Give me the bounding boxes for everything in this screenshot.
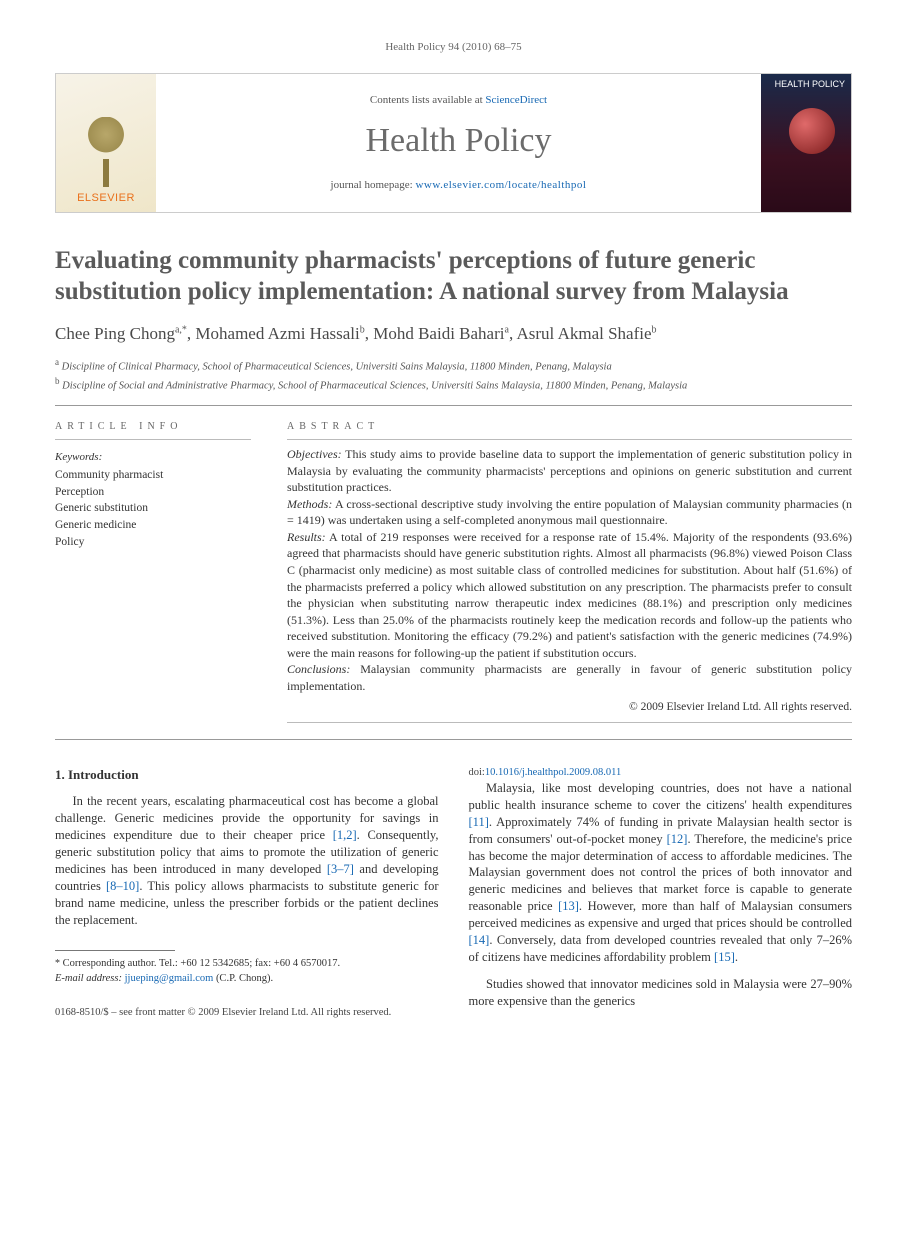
body-paragraph: Studies showed that innovator medicines … xyxy=(469,976,853,1010)
citation-link[interactable]: [13] xyxy=(558,899,579,913)
abstract-objectives-lead: Objectives: xyxy=(287,447,342,461)
masthead-center: Contents lists available at ScienceDirec… xyxy=(156,74,761,212)
keywords-label: Keywords: xyxy=(55,450,251,465)
abstract-column: ABSTRACT Objectives: This study aims to … xyxy=(287,420,852,729)
body-paragraph: Malaysia, like most developing countries… xyxy=(469,780,853,966)
doi-prefix: doi: xyxy=(469,767,485,778)
author-email-link[interactable]: jjueping@gmail.com xyxy=(125,973,214,984)
citation-link[interactable]: [14] xyxy=(469,933,490,947)
article-title: Evaluating community pharmacists' percep… xyxy=(55,245,852,308)
journal-homepage-link[interactable]: www.elsevier.com/locate/healthpol xyxy=(415,179,586,191)
divider xyxy=(55,739,852,740)
abstract-objectives: This study aims to provide baseline data… xyxy=(287,447,852,494)
citation-link[interactable]: [11] xyxy=(469,815,489,829)
abstract-copyright: © 2009 Elsevier Ireland Ltd. All rights … xyxy=(287,700,852,716)
citation-link[interactable]: [3–7] xyxy=(327,862,354,876)
elsevier-logo: ELSEVIER xyxy=(56,74,156,212)
divider xyxy=(287,722,852,723)
divider xyxy=(55,405,852,406)
article-info-column: ARTICLE INFO Keywords: Community pharmac… xyxy=(55,420,251,729)
article-info-heading: ARTICLE INFO xyxy=(55,420,251,434)
body-text: Malaysia, like most developing countries… xyxy=(469,781,853,812)
corresponding-author-note: * Corresponding author. Tel.: +60 12 534… xyxy=(55,957,439,971)
abstract-conclusions-lead: Conclusions: xyxy=(287,662,350,676)
author-list: Chee Ping Chonga,*, Mohamed Azmi Hassali… xyxy=(55,323,852,346)
abstract-heading: ABSTRACT xyxy=(287,420,852,434)
abstract-body: Objectives: This study aims to provide b… xyxy=(287,446,852,694)
affiliations: a Discipline of Clinical Pharmacy, Schoo… xyxy=(55,356,852,394)
citation-link[interactable]: [8–10] xyxy=(106,879,139,893)
footnotes: * Corresponding author. Tel.: +60 12 534… xyxy=(55,957,439,985)
sciencedirect-link[interactable]: ScienceDirect xyxy=(485,94,547,106)
abstract-results: A total of 219 responses were received f… xyxy=(287,530,852,660)
running-head: Health Policy 94 (2010) 68–75 xyxy=(55,40,852,55)
abstract-methods: A cross-sectional descriptive study invo… xyxy=(287,497,852,528)
section-heading: 1. Introduction xyxy=(55,766,439,784)
citation-link[interactable]: [12] xyxy=(667,832,688,846)
body-text: . Conversely, data from developed countr… xyxy=(469,933,853,964)
issn-line: 0168-8510/$ – see front matter © 2009 El… xyxy=(55,1006,439,1020)
elsevier-brand-text: ELSEVIER xyxy=(77,191,135,206)
contents-available-line: Contents lists available at ScienceDirec… xyxy=(370,93,547,108)
journal-homepage-line: journal homepage: www.elsevier.com/locat… xyxy=(331,178,587,193)
doi-link[interactable]: 10.1016/j.healthpol.2009.08.011 xyxy=(485,767,621,778)
abstract-results-lead: Results: xyxy=(287,530,326,544)
body-text: . xyxy=(735,950,738,964)
homepage-prefix: journal homepage: xyxy=(331,179,416,191)
journal-cover-thumbnail: HEALTH POLICY xyxy=(761,74,851,212)
article-body: 1. Introduction In the recent years, esc… xyxy=(55,766,852,1020)
asterisk-icon: * xyxy=(55,958,60,969)
abstract-methods-lead: Methods: xyxy=(287,497,332,511)
cover-title: HEALTH POLICY xyxy=(775,80,845,90)
contents-prefix: Contents lists available at xyxy=(370,94,485,106)
divider xyxy=(287,439,852,440)
body-text: Studies showed that innovator medicines … xyxy=(469,977,853,1008)
email-author: (C.P. Chong). xyxy=(213,973,273,984)
article-meta-row: ARTICLE INFO Keywords: Community pharmac… xyxy=(55,420,852,729)
doi-line: doi:10.1016/j.healthpol.2009.08.011 xyxy=(469,766,853,780)
citation-link[interactable]: [15] xyxy=(714,950,735,964)
email-note: E-mail address: jjueping@gmail.com (C.P.… xyxy=(55,972,439,986)
corr-author-text: Corresponding author. Tel.: +60 12 53426… xyxy=(63,958,340,969)
elsevier-tree-icon xyxy=(76,117,136,187)
cover-graphic-icon xyxy=(789,108,835,154)
journal-name: Health Policy xyxy=(365,118,551,164)
footnote-divider xyxy=(55,950,175,951)
abstract-conclusions: Malaysian community pharmacists are gene… xyxy=(287,662,852,693)
email-label: E-mail address: xyxy=(55,973,122,984)
citation-link[interactable]: [1,2] xyxy=(333,828,357,842)
body-paragraph: In the recent years, escalating pharmace… xyxy=(55,793,439,928)
divider xyxy=(55,439,251,440)
journal-masthead: ELSEVIER Contents lists available at Sci… xyxy=(55,73,852,213)
keywords-list: Community pharmacistPerceptionGeneric su… xyxy=(55,467,251,550)
